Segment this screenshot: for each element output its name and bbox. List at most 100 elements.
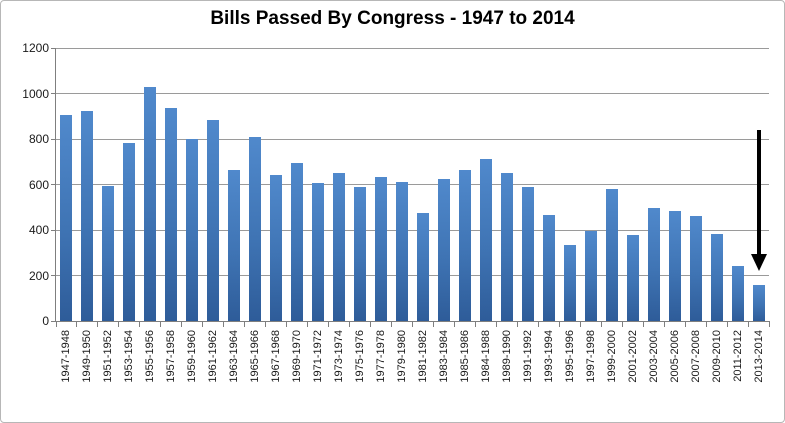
x-axis-tick [349, 321, 351, 327]
x-axis-tick [139, 321, 141, 327]
bar [144, 87, 157, 321]
bar [584, 231, 597, 321]
x-axis-tick [432, 321, 434, 327]
bar [249, 136, 262, 321]
down-arrow-shaft [757, 130, 761, 254]
y-axis-tick [51, 275, 55, 276]
bar [102, 185, 115, 321]
x-axis-tick [579, 321, 581, 327]
bar [500, 173, 513, 321]
x-axis-tick-label: 1983-1984 [437, 330, 450, 383]
bar [752, 284, 765, 321]
x-axis-tick [76, 321, 78, 327]
x-axis-tick-label: 1991-1992 [521, 330, 534, 383]
y-axis-tick [51, 320, 55, 322]
y-axis-tick [51, 138, 55, 140]
x-axis-tick-label: 1959-1960 [186, 330, 199, 383]
x-axis-tick [495, 321, 497, 327]
bar [312, 182, 325, 321]
x-axis-tick-label: 1961-1962 [207, 330, 220, 383]
x-axis-tick [202, 321, 204, 327]
bar [521, 186, 534, 321]
y-axis-tick-label: 200 [28, 268, 49, 283]
x-axis-tick-label: 1971-1972 [312, 330, 325, 383]
gridline [56, 47, 769, 49]
bar [228, 169, 241, 321]
x-axis-tick [516, 321, 518, 327]
bar [207, 119, 220, 321]
bar [375, 177, 388, 321]
bar [710, 233, 723, 321]
bar [437, 179, 450, 321]
y-axis-tick [51, 47, 55, 49]
x-axis-tick-label: 1993-1994 [542, 330, 555, 383]
bar [81, 111, 94, 321]
x-axis-tick-label: 1984-1988 [479, 330, 492, 383]
x-axis-tick-label: 1975-1976 [354, 330, 367, 383]
bar [563, 245, 576, 321]
x-axis-tick-label: 1995-1996 [563, 330, 576, 383]
x-axis-tick [726, 321, 728, 327]
x-axis-tick-label: 1949-1950 [81, 330, 94, 383]
x-axis-tick [328, 321, 330, 327]
x-axis-tick-label: 1963-1964 [228, 330, 241, 383]
bar [689, 216, 702, 321]
y-axis-tick-label: 1200 [22, 41, 49, 55]
x-axis-tick [537, 321, 539, 327]
x-axis-tick [747, 321, 749, 327]
x-axis-tick [663, 321, 665, 327]
bar [270, 175, 283, 321]
y-axis-tick-label: 600 [28, 177, 49, 192]
bar [605, 189, 618, 321]
x-axis-tick-label: 1951-1952 [102, 330, 115, 383]
x-axis-tick-label: 1947-1948 [60, 330, 73, 383]
bar [731, 266, 744, 321]
bar [458, 169, 471, 321]
y-axis-tick [51, 184, 55, 185]
x-axis-tick [474, 321, 476, 327]
bar [186, 139, 199, 321]
x-axis-tick [600, 321, 602, 327]
x-axis-tick [286, 321, 288, 327]
y-axis-tick [51, 93, 55, 94]
x-axis-tick-label: 1957-1958 [165, 330, 178, 383]
bar [60, 114, 73, 321]
x-axis-tick-label: 1979-1980 [396, 330, 408, 383]
x-axis-tick [558, 321, 560, 327]
bar [416, 213, 429, 321]
plot-area [51, 47, 770, 327]
bar [165, 108, 178, 321]
gridline [56, 93, 769, 94]
x-axis-tick-label: 1997-1998 [584, 330, 597, 383]
bar [479, 158, 492, 321]
x-axis-tick-label: 1999-2000 [605, 330, 618, 383]
x-axis-tick [307, 321, 309, 327]
x-axis-tick-label: 2005-2006 [668, 330, 681, 383]
gridline [56, 184, 769, 185]
x-axis-tick [223, 321, 225, 327]
x-axis-tick [642, 321, 644, 327]
gridline [56, 138, 769, 140]
x-axis-tick [265, 321, 267, 327]
y-axis [55, 48, 56, 321]
x-axis-tick [412, 321, 413, 327]
bar [542, 215, 555, 321]
x-axis-tick [391, 321, 393, 327]
bar [333, 173, 346, 321]
bar [123, 143, 136, 321]
x-axis-tick [684, 321, 686, 327]
x-axis-tick-label: 1989-1990 [500, 330, 513, 383]
x-axis-tick-label: 1985-1986 [458, 330, 471, 383]
x-axis-tick-label: 2011-2012 [731, 330, 744, 382]
y-axis-tick-label: 1000 [22, 86, 49, 101]
x-axis-tick [621, 321, 623, 327]
x-axis-tick-label: 1967-1968 [270, 330, 283, 383]
x-axis-tick [453, 321, 455, 327]
x-axis-tick [55, 321, 57, 327]
x-axis-tick-label: 1965-1966 [249, 330, 262, 383]
x-axis-tick [370, 321, 372, 327]
x-axis-tick [768, 321, 770, 327]
gridline [56, 229, 769, 231]
x-axis-tick-label: 1977-1978 [375, 330, 388, 383]
x-axis-tick-label: 2001-2002 [626, 330, 639, 383]
